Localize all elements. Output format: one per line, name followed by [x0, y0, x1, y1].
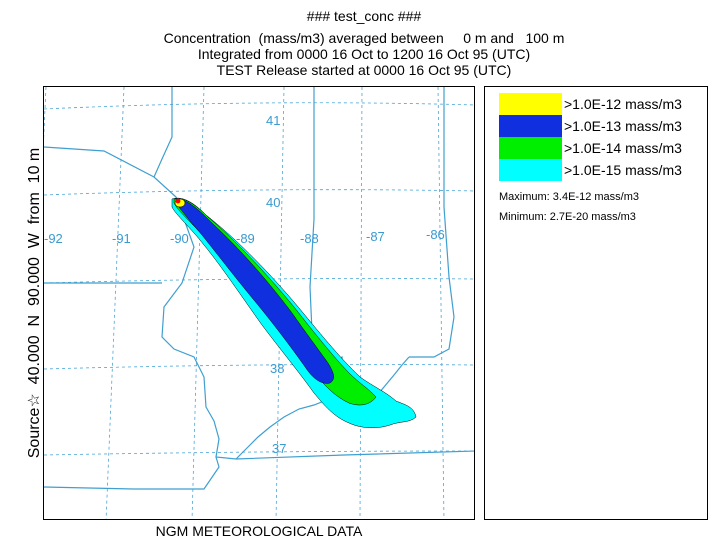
lat-line-37: [44, 450, 474, 456]
source-marker: [175, 198, 181, 204]
lat-line-40: [44, 189, 474, 196]
legend-label: >1.0E-14 mass/m3: [564, 140, 682, 156]
source-location-label: Source☆ 40.000 N 90.000 W from 10 m: [26, 147, 43, 459]
grid-labels: 41 40 38 37 -92 -91 -90 -89 -88 -87 -86: [44, 113, 445, 456]
integration-period: Integrated from 0000 16 Oct to 1200 16 O…: [197, 46, 531, 62]
data-source-label: NGM METEOROLOGICAL DATA: [155, 523, 363, 539]
legend-item: >1.0E-13 mass/m3: [499, 115, 695, 137]
legend-label: >1.0E-13 mass/m3: [564, 118, 682, 134]
legend-swatch: [499, 93, 562, 115]
lon-label-90: -90: [170, 231, 189, 246]
plume-map: 41 40 38 37 -92 -91 -90 -89 -88 -87 -86: [44, 87, 474, 519]
legend-swatch: [499, 115, 562, 137]
lon-label-86: -86: [426, 227, 445, 242]
map-panel: 41 40 38 37 -92 -91 -90 -89 -88 -87 -86: [43, 86, 475, 520]
wi-il-boundary: [153, 87, 173, 178]
lon-line-88: [359, 87, 363, 519]
lat-line-41: [44, 102, 474, 110]
graticule: [44, 87, 474, 519]
ky-tn-boundary: [235, 450, 474, 460]
legend-panel: >1.0E-12 mass/m3 >1.0E-13 mass/m3 >1.0E-…: [484, 86, 708, 520]
legend-item: >1.0E-14 mass/m3: [499, 137, 695, 159]
lat-label-38: 38: [270, 361, 284, 376]
plot-title: ### test_conc ###: [306, 8, 422, 24]
lon-label-92: -92: [44, 231, 63, 246]
lat-label-37: 37: [272, 441, 286, 456]
lat-line-38: [44, 364, 474, 370]
legend-label: >1.0E-15 mass/m3: [564, 162, 682, 178]
legend-label: >1.0E-12 mass/m3: [564, 96, 682, 112]
contour-1e-13: [175, 198, 334, 384]
lat-label-40: 40: [266, 195, 280, 210]
legend-swatch: [499, 159, 562, 181]
lat-label-41: 41: [266, 113, 280, 128]
in-oh-boundary: [409, 87, 455, 358]
lon-line-90: [191, 87, 205, 519]
lon-label-88: -88: [300, 231, 319, 246]
legend-swatch: [499, 137, 562, 159]
lon-label-89: -89: [236, 231, 255, 246]
legend-item: >1.0E-12 mass/m3: [499, 93, 695, 115]
plot-subtitle: Concentration (mass/m3) averaged between…: [163, 30, 565, 46]
lon-label-87: -87: [366, 229, 385, 244]
minimum-value: Minimum: 2.7E-20 mass/m3: [499, 211, 636, 223]
legend-item: >1.0E-15 mass/m3: [499, 159, 695, 181]
mo-ar-boundary: [44, 456, 220, 490]
lon-label-91: -91: [112, 231, 131, 246]
maximum-value: Maximum: 3.4E-12 mass/m3: [499, 191, 639, 203]
lon-line-87: [437, 87, 445, 519]
release-info: TEST Release started at 0000 16 Oct 95 (…: [216, 62, 512, 78]
lon-line-91: [105, 87, 125, 519]
